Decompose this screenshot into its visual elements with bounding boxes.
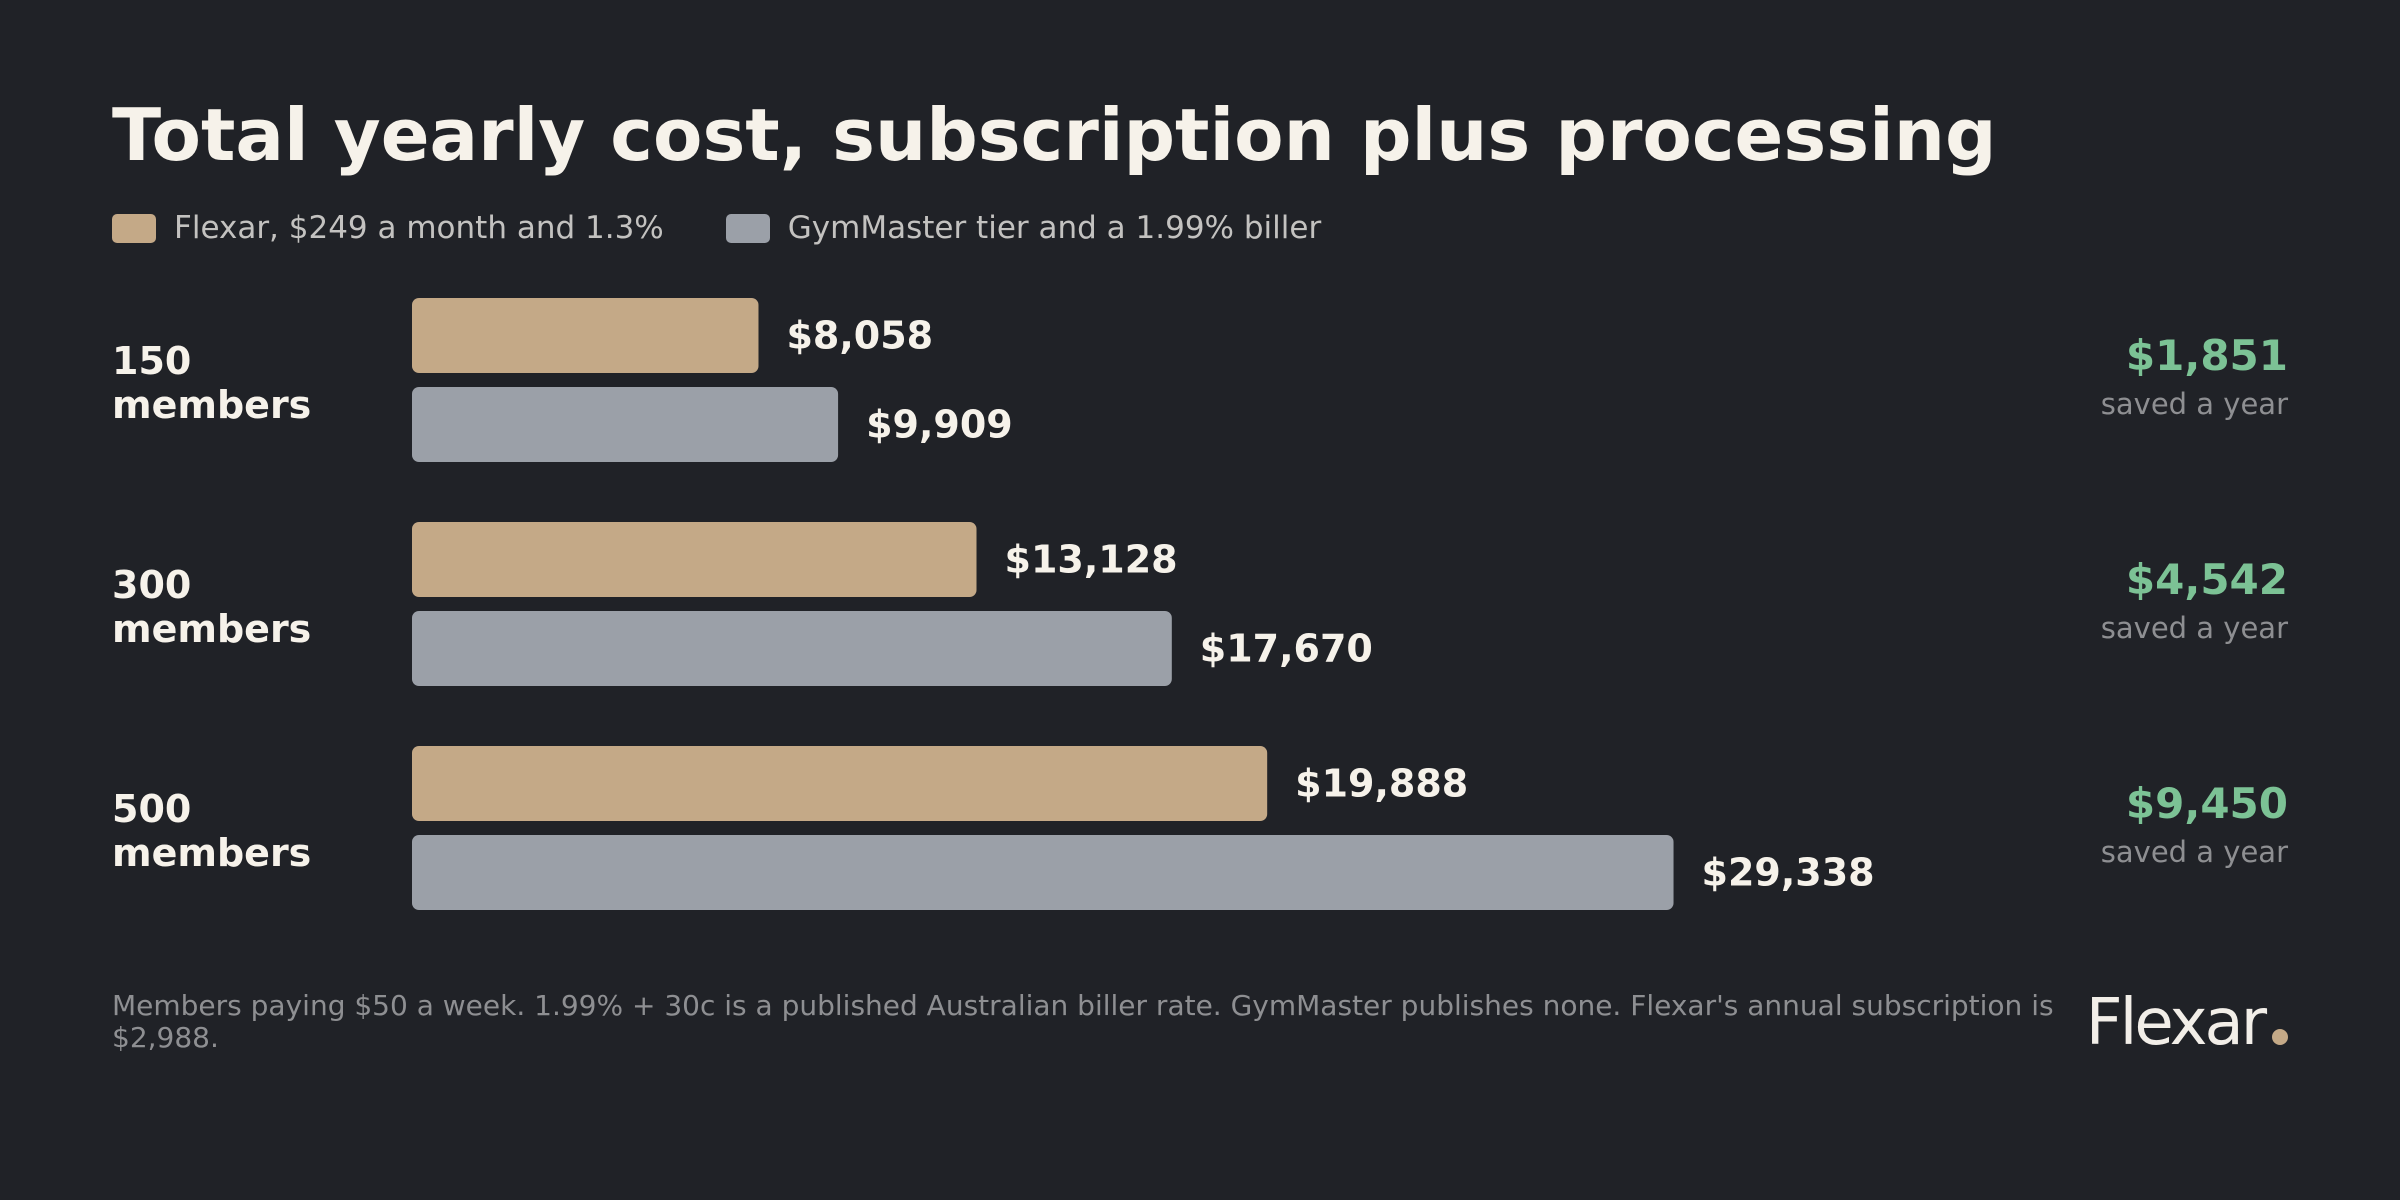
chart-legend: Flexar, $249 a month and 1.3% GymMaster … (112, 206, 1321, 250)
bar-gymmaster (412, 835, 1674, 910)
flexar-logo: Flexar (2086, 988, 2288, 1058)
legend-item-gymmaster: GymMaster tier and a 1.99% biller (725, 210, 1322, 246)
savings-caption: saved a year (2101, 611, 2288, 645)
legend-item-flexar: Flexar, $249 a month and 1.3% (112, 210, 664, 246)
category-label: 300 members (112, 563, 311, 651)
category-label: 150 members (112, 339, 311, 427)
bar-gymmaster (412, 387, 839, 462)
legend-swatch-flexar (112, 213, 156, 243)
value-label-gymmaster: $9,909 (866, 403, 1013, 447)
value-label-flexar: $8,058 (786, 314, 933, 358)
value-label-flexar: $13,128 (1005, 538, 1178, 582)
logo-dot (2272, 1029, 2288, 1045)
bar-flexar (412, 746, 1268, 821)
legend-label-gymmaster: GymMaster tier and a 1.99% biller (787, 210, 1322, 246)
bar-flexar (412, 522, 977, 597)
legend-label-flexar: Flexar, $249 a month and 1.3% (174, 210, 664, 246)
savings-amount: $1,851 (2126, 331, 2288, 380)
footnote: Members paying $50 a week. 1.99% + 30c i… (112, 989, 2054, 1054)
logo-wordmark: Flexar (2085, 986, 2267, 1060)
savings-amount: $4,542 (2126, 555, 2288, 604)
value-label-gymmaster: $29,338 (1702, 851, 1875, 895)
legend-swatch-gymmaster (725, 213, 770, 243)
value-label-flexar: $19,888 (1295, 762, 1468, 806)
savings-caption: saved a year (2101, 835, 2288, 869)
savings-caption: saved a year (2101, 387, 2288, 421)
savings-amount: $9,450 (2126, 779, 2288, 828)
bar-gymmaster (412, 611, 1172, 686)
value-label-gymmaster: $17,670 (1200, 627, 1373, 671)
bar-flexar (412, 298, 759, 373)
chart-title: Total yearly cost, subscription plus pro… (112, 93, 1997, 177)
category-label: 500 members (112, 787, 311, 875)
